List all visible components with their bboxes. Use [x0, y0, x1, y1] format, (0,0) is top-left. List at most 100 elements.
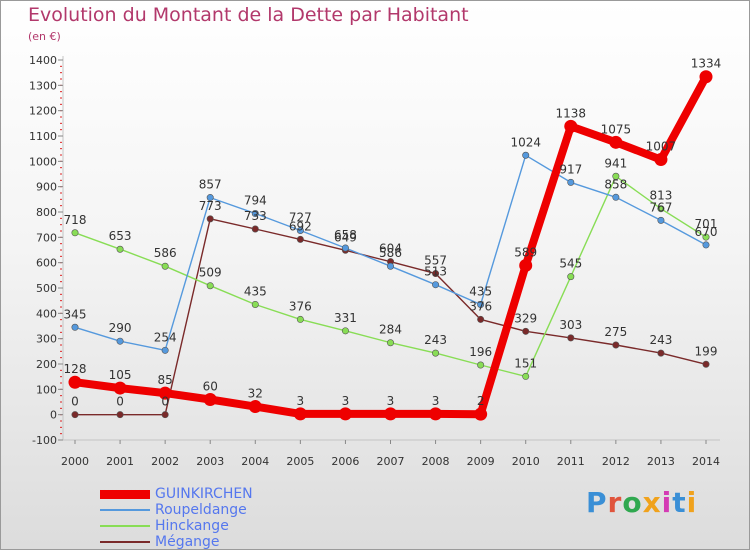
data-label-roupeldange: 858 — [604, 177, 627, 191]
y-tick-label: 1200 — [29, 105, 57, 118]
brand-letter: i — [661, 486, 673, 519]
x-tick-label: 2012 — [602, 455, 630, 468]
data-point-guinkirchen — [474, 407, 488, 421]
data-point-roupeldange — [71, 323, 79, 331]
y-tick-label: 1300 — [29, 79, 57, 92]
data-label-guinkirchen: 1138 — [556, 106, 587, 120]
data-label-hinckange: 941 — [604, 156, 627, 170]
brand-logo: Proxiti — [586, 486, 697, 519]
data-point-hinckange — [567, 273, 575, 281]
brand-letter: o — [622, 486, 643, 519]
x-tick-label: 2006 — [331, 455, 359, 468]
data-point-guinkirchen — [113, 381, 127, 395]
data-label-guinkirchen: 105 — [109, 368, 132, 382]
data-label-guinkirchen: 32 — [248, 387, 263, 401]
data-point-hinckange — [522, 372, 530, 380]
data-label-hinckange: 243 — [424, 333, 447, 347]
data-label-hinckange: 196 — [469, 345, 492, 359]
data-label-mégange: 0 — [116, 395, 124, 409]
data-point-mégange — [432, 270, 440, 278]
data-point-guinkirchen — [519, 258, 533, 272]
y-tick-label: 100 — [36, 383, 57, 396]
x-tick-label: 2011 — [557, 455, 585, 468]
data-label-roupeldange: 513 — [424, 265, 447, 279]
data-point-hinckange — [341, 327, 349, 335]
data-label-hinckange: 331 — [334, 311, 357, 325]
y-tick-label: 1400 — [29, 54, 57, 67]
legend-swatch-megange — [100, 541, 150, 543]
brand-letter: x — [642, 486, 662, 519]
data-label-mégange: 773 — [199, 199, 222, 213]
y-tick-label: -100 — [32, 434, 57, 447]
data-point-roupeldange — [432, 281, 440, 289]
data-point-mégange — [477, 315, 485, 323]
chart-title: Evolution du Montant de la Dette par Hab… — [28, 4, 469, 26]
data-label-guinkirchen: 85 — [158, 373, 173, 387]
data-label-guinkirchen: 2 — [477, 394, 485, 408]
data-label-hinckange: 376 — [289, 299, 312, 313]
legend-swatch-guinkirchen — [100, 490, 150, 499]
y-tick-label: 0 — [50, 409, 57, 422]
data-point-mégange — [657, 349, 665, 357]
data-point-mégange — [251, 225, 259, 233]
data-point-hinckange — [702, 233, 710, 241]
x-tick-label: 2010 — [512, 455, 540, 468]
data-label-roupeldange: 917 — [559, 162, 582, 176]
data-label-roupeldange: 727 — [289, 210, 312, 224]
legend-label-megange: Mégange — [155, 534, 220, 550]
x-tick-label: 2014 — [692, 455, 720, 468]
data-label-guinkirchen: 3 — [432, 394, 440, 408]
data-label-mégange: 557 — [424, 254, 447, 268]
data-label-guinkirchen: 589 — [514, 245, 537, 259]
data-point-roupeldange — [522, 151, 530, 159]
data-label-guinkirchen: 1334 — [691, 57, 722, 71]
data-label-mégange: 0 — [161, 395, 169, 409]
legend-item-roupeldange: Roupeldange — [100, 502, 400, 518]
data-point-mégange — [702, 360, 710, 368]
x-tick-label: 2003 — [196, 455, 224, 468]
data-point-roupeldange — [477, 300, 485, 308]
data-point-guinkirchen — [609, 135, 623, 149]
data-point-roupeldange — [251, 210, 259, 218]
series-line-hinckange — [74, 175, 707, 378]
y-tick-label: 400 — [36, 307, 57, 320]
data-point-roupeldange — [206, 194, 214, 202]
y-tick-label: 600 — [36, 257, 57, 270]
x-tick-label: 2013 — [647, 455, 675, 468]
data-point-roupeldange — [567, 178, 575, 186]
y-tick-label: 200 — [36, 358, 57, 371]
data-label-mégange: 604 — [379, 242, 402, 256]
data-label-mégange: 329 — [514, 311, 537, 325]
data-point-hinckange — [432, 349, 440, 357]
brand-letter: r — [607, 486, 623, 519]
x-tick-label: 2000 — [61, 455, 89, 468]
x-tick-label: 2004 — [241, 455, 269, 468]
data-point-hinckange — [657, 205, 665, 213]
data-label-guinkirchen: 1007 — [646, 140, 677, 154]
data-label-mégange: 0 — [71, 395, 79, 409]
data-label-mégange: 692 — [289, 219, 312, 233]
data-point-guinkirchen — [293, 407, 307, 421]
y-tick-label: 1000 — [29, 155, 57, 168]
data-label-hinckange: 718 — [64, 213, 87, 227]
data-point-hinckange — [161, 262, 169, 270]
data-point-roupeldange — [702, 241, 710, 249]
data-point-hinckange — [206, 282, 214, 290]
data-label-roupeldange: 794 — [244, 194, 267, 208]
data-label-roupeldange: 1024 — [510, 135, 541, 149]
data-label-roupeldange: 290 — [109, 321, 132, 335]
data-label-roupeldange: 345 — [64, 307, 87, 321]
brand-letter: i — [686, 486, 698, 519]
data-label-roupeldange: 670 — [695, 225, 718, 239]
data-label-mégange: 733 — [244, 209, 267, 223]
data-label-mégange: 275 — [604, 325, 627, 339]
data-label-roupeldange: 435 — [469, 284, 492, 298]
x-tick-label: 2008 — [422, 455, 450, 468]
data-label-hinckange: 435 — [244, 284, 267, 298]
data-point-roupeldange — [657, 216, 665, 224]
data-label-hinckange: 653 — [109, 229, 132, 243]
data-point-guinkirchen — [158, 386, 172, 400]
y-tick-label: 300 — [36, 333, 57, 346]
data-label-hinckange: 701 — [695, 217, 718, 231]
y-tick-label: 800 — [36, 206, 57, 219]
